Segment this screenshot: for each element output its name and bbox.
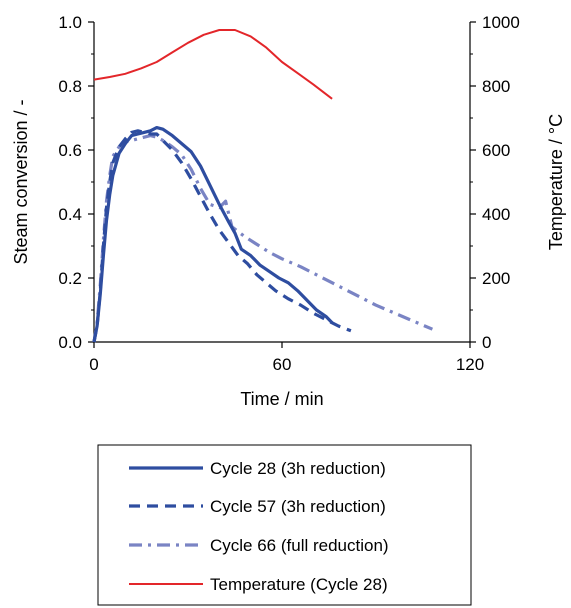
series-line-3 [92,134,434,343]
series-line-1 [92,125,334,343]
x-tick-label: 0 [89,355,98,374]
x-tick-label: 60 [273,355,292,374]
y2-tick-label: 600 [482,141,510,160]
legend-label: Cycle 28 (3h reduction) [210,459,386,478]
legend-label: Temperature (Cycle 28) [210,575,388,594]
legend-label: Cycle 66 (full reduction) [210,536,389,555]
y2-tick-label: 0 [482,333,491,352]
y-ticks-right: 0 200 400 600 800 1000 [470,13,520,352]
y2-tick-label: 400 [482,205,510,224]
y2-tick-label: 800 [482,77,510,96]
y2-tick-label: 200 [482,269,510,288]
y-tick-label: 0.0 [58,333,82,352]
y-axis-title-left: Steam conversion / - [11,99,31,264]
plot-area [93,22,471,343]
x-axis-title: Time / min [240,389,323,409]
legend-box [97,444,472,606]
y-tick-label: 1.0 [58,13,82,32]
x-tick-label: 120 [456,355,484,374]
series-line-2 [92,129,352,343]
y-tick-label: 0.6 [58,141,82,160]
legend-label: Cycle 57 (3h reduction) [210,497,386,516]
legend-items: Cycle 28 (3h reduction) Cycle 57 (3h redu… [129,459,389,594]
y-tick-label: 0.2 [58,269,82,288]
series-layer [92,29,434,343]
x-ticks: 0 60 120 [89,342,484,374]
y-axis-title-right: Temperature / °C [546,114,566,250]
y-tick-label: 0.4 [58,205,82,224]
series-line-4 [93,29,333,100]
legend: Cycle 28 (3h reduction) Cycle 57 (3h redu… [97,444,472,606]
y2-tick-label: 1000 [482,13,520,32]
y-ticks-left: 0.0 0.2 0.4 0.6 0.8 1.0 [58,13,94,352]
y-tick-label: 0.8 [58,77,82,96]
